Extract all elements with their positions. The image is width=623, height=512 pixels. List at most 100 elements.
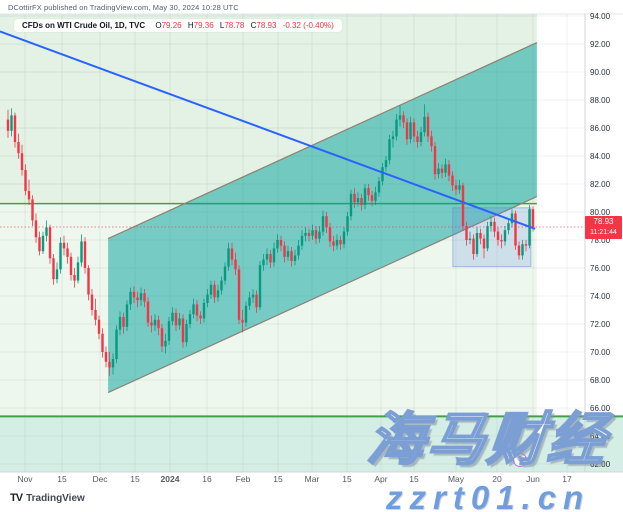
candle[interactable] bbox=[419, 132, 423, 143]
candle[interactable] bbox=[433, 146, 437, 175]
candle[interactable] bbox=[90, 294, 94, 311]
candle[interactable] bbox=[223, 266, 227, 281]
candle[interactable] bbox=[69, 256, 73, 276]
candle[interactable] bbox=[395, 119, 398, 137]
candle[interactable] bbox=[353, 193, 356, 203]
candle[interactable] bbox=[444, 164, 447, 173]
time-axis-label[interactable]: Mar bbox=[305, 474, 320, 484]
candle[interactable] bbox=[62, 242, 66, 249]
price-axis-label[interactable]: 82.00 bbox=[590, 180, 611, 189]
candle[interactable] bbox=[251, 294, 255, 298]
time-axis-label[interactable]: May bbox=[448, 474, 465, 484]
candle[interactable] bbox=[192, 304, 195, 315]
candle[interactable] bbox=[185, 324, 188, 343]
candle[interactable] bbox=[27, 191, 31, 200]
candle[interactable] bbox=[132, 291, 136, 298]
candle[interactable] bbox=[59, 242, 62, 270]
candle[interactable] bbox=[24, 170, 27, 192]
candle[interactable] bbox=[475, 233, 479, 255]
candle[interactable] bbox=[514, 213, 517, 246]
candle[interactable] bbox=[216, 290, 220, 298]
candle[interactable] bbox=[108, 361, 111, 368]
candle[interactable] bbox=[430, 136, 433, 147]
candle[interactable] bbox=[104, 352, 108, 362]
time-axis-label[interactable]: 15 bbox=[409, 474, 419, 484]
candle[interactable] bbox=[48, 227, 52, 259]
candle[interactable] bbox=[174, 312, 178, 326]
candle[interactable] bbox=[10, 115, 13, 131]
candle[interactable] bbox=[213, 284, 216, 298]
candle[interactable] bbox=[297, 245, 300, 256]
time-axis-label[interactable]: Dec bbox=[92, 474, 108, 484]
candle[interactable] bbox=[276, 240, 279, 249]
candle[interactable] bbox=[286, 251, 290, 257]
candle[interactable] bbox=[328, 227, 332, 242]
price-axis-label[interactable]: 92.00 bbox=[590, 40, 611, 49]
candle[interactable] bbox=[150, 322, 153, 326]
candle[interactable] bbox=[241, 319, 244, 323]
candle[interactable] bbox=[402, 115, 405, 123]
candle[interactable] bbox=[97, 319, 101, 334]
price-axis-label[interactable]: 76.00 bbox=[590, 264, 611, 273]
candle[interactable] bbox=[304, 233, 307, 236]
candle[interactable] bbox=[76, 262, 80, 281]
candle[interactable] bbox=[500, 240, 503, 242]
candle[interactable] bbox=[349, 193, 353, 217]
time-axis-label[interactable]: 15 bbox=[130, 474, 140, 484]
candle[interactable] bbox=[426, 116, 430, 137]
candle[interactable] bbox=[248, 297, 251, 306]
price-axis-label[interactable]: 72.00 bbox=[590, 320, 611, 329]
time-axis-label[interactable]: Feb bbox=[236, 474, 251, 484]
time-axis-label[interactable]: 17 bbox=[562, 474, 572, 484]
candle[interactable] bbox=[479, 233, 482, 239]
price-axis-label[interactable]: 94.00 bbox=[590, 12, 611, 21]
candle[interactable] bbox=[283, 245, 286, 257]
candle[interactable] bbox=[129, 291, 132, 305]
time-axis-label[interactable]: 20 bbox=[492, 474, 502, 484]
candle[interactable] bbox=[451, 175, 454, 186]
candle[interactable] bbox=[115, 329, 118, 360]
time-axis-label[interactable]: 2024 bbox=[161, 474, 180, 484]
candle[interactable] bbox=[321, 216, 325, 232]
candle[interactable] bbox=[458, 185, 461, 190]
candle[interactable] bbox=[220, 280, 223, 291]
candle[interactable] bbox=[6, 119, 10, 131]
candle[interactable] bbox=[111, 359, 115, 368]
candle[interactable] bbox=[377, 181, 381, 193]
candle[interactable] bbox=[13, 115, 17, 143]
candle[interactable] bbox=[384, 160, 388, 168]
candle[interactable] bbox=[83, 241, 87, 269]
candle[interactable] bbox=[227, 248, 230, 267]
candle[interactable] bbox=[524, 244, 528, 246]
candle[interactable] bbox=[34, 220, 38, 238]
candle[interactable] bbox=[447, 164, 451, 176]
time-axis-label[interactable]: 16 bbox=[202, 474, 212, 484]
candle[interactable] bbox=[503, 230, 507, 242]
candle[interactable] bbox=[398, 115, 402, 120]
candle[interactable] bbox=[244, 305, 248, 323]
tradingview-attribution[interactable]: TV TradingView bbox=[10, 492, 85, 504]
candle[interactable] bbox=[374, 192, 377, 201]
candle[interactable] bbox=[437, 168, 440, 175]
candle[interactable] bbox=[160, 328, 164, 347]
candle[interactable] bbox=[20, 153, 24, 171]
price-axis-label[interactable]: 80.00 bbox=[590, 208, 611, 217]
candle[interactable] bbox=[472, 238, 475, 255]
candle[interactable] bbox=[66, 248, 69, 257]
candle[interactable] bbox=[38, 237, 41, 252]
time-axis-label[interactable]: 15 bbox=[342, 474, 352, 484]
candle[interactable] bbox=[391, 136, 395, 140]
candle[interactable] bbox=[188, 314, 192, 325]
candle[interactable] bbox=[146, 301, 150, 323]
candle[interactable] bbox=[517, 245, 521, 256]
candle[interactable] bbox=[206, 294, 209, 304]
candle[interactable] bbox=[318, 231, 321, 239]
candle[interactable] bbox=[234, 259, 237, 270]
candle[interactable] bbox=[41, 235, 45, 252]
candle[interactable] bbox=[202, 303, 206, 319]
candle[interactable] bbox=[31, 199, 34, 221]
time-axis-label[interactable]: 15 bbox=[57, 474, 67, 484]
price-axis-label[interactable]: 88.00 bbox=[590, 96, 611, 105]
symbol-title[interactable]: CFDs on WTI Crude Oil, 1D, TVC bbox=[22, 21, 146, 30]
